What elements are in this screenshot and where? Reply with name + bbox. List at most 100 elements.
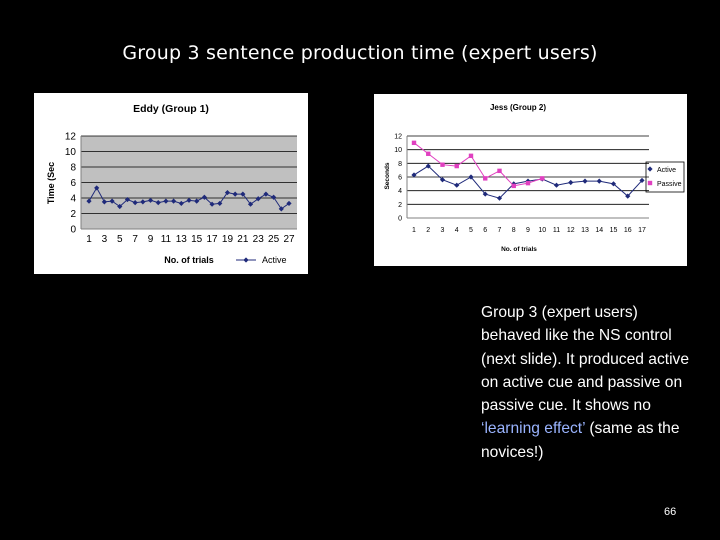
x-tick-label: 7	[498, 227, 502, 234]
legend-label: Passive	[657, 181, 682, 188]
data-point	[411, 140, 417, 146]
data-point	[568, 179, 574, 186]
data-point	[132, 200, 138, 206]
data-point	[240, 191, 246, 197]
legend-label: Active	[657, 167, 676, 174]
x-axis-label: No. of trials	[164, 255, 214, 265]
legend-label: Active	[262, 255, 287, 265]
data-point	[496, 195, 503, 201]
x-tick-label: 3	[441, 227, 445, 234]
body-text-main: Group 3 (expert users) behaved like the …	[481, 304, 690, 415]
x-tick-label: 4	[455, 227, 459, 234]
legend-marker	[243, 257, 249, 263]
chart-title: Eddy (Group 1)	[133, 103, 209, 115]
data-point	[194, 198, 200, 204]
eddy-chart: 0 2 4 6 8 10 12 1 3 5 7 9 11 13 15 17 19 21 23 25 27 Eddy (Gr…	[34, 93, 308, 274]
jess-chart: 0 2 4 6 8 10 12 1 2 3 4 5 6 7 8 9 10 11 12 13 14 15 16 17 Jess (…	[374, 94, 687, 266]
x-tick-label: 5	[469, 227, 473, 234]
legend-marker	[647, 166, 653, 172]
page-number: 66	[664, 506, 677, 518]
data-point	[217, 200, 223, 207]
x-tick-label: 21	[237, 234, 249, 245]
series-line	[413, 142, 543, 187]
data-point	[540, 176, 545, 181]
data-point	[286, 200, 292, 207]
data-point	[411, 172, 417, 178]
x-tick-label: 3	[102, 234, 108, 245]
data-point	[483, 176, 488, 181]
data-point	[482, 191, 488, 197]
data-point	[525, 180, 531, 186]
x-tick-label: 7	[132, 234, 138, 245]
data-point	[468, 174, 474, 180]
data-point	[86, 198, 92, 204]
data-point	[596, 178, 602, 184]
data-point	[147, 197, 154, 203]
x-tick-label: 2	[426, 227, 430, 234]
data-point	[101, 199, 107, 205]
y-tick-label: 12	[65, 132, 77, 143]
data-point	[209, 201, 215, 207]
data-point	[625, 193, 631, 199]
y-tick-label: 4	[70, 194, 76, 205]
y-tick-label: 2	[70, 209, 76, 220]
data-point	[553, 182, 560, 188]
x-tick-label: 25	[268, 234, 280, 245]
data-point	[140, 199, 146, 205]
data-point	[610, 181, 617, 187]
x-tick-label: 13	[581, 227, 589, 234]
x-tick-label: 13	[176, 234, 188, 245]
data-point	[425, 163, 431, 169]
y-tick-label: 10	[394, 147, 402, 154]
y-axis-label: Time (Sec	[46, 162, 56, 204]
data-point	[468, 153, 474, 159]
slide-title: Group 3 sentence production time (expert…	[122, 42, 598, 64]
x-tick-label: 23	[253, 234, 265, 245]
y-tick-label: 2	[398, 202, 402, 209]
x-tick-label: 14	[595, 227, 603, 234]
x-tick-label: 11	[161, 234, 172, 245]
data-point	[454, 182, 460, 188]
y-tick-label: 0	[70, 225, 76, 236]
x-tick-label: 9	[148, 234, 154, 245]
data-point	[109, 198, 115, 204]
x-tick-label: 11	[553, 227, 560, 234]
y-tick-label: 8	[398, 161, 402, 168]
data-point	[201, 194, 207, 200]
data-point	[178, 200, 184, 207]
y-axis-label: Seconds	[384, 162, 391, 189]
y-tick-label: 6	[70, 178, 76, 189]
data-point	[511, 183, 516, 189]
data-point	[278, 206, 284, 212]
x-tick-label: 8	[512, 227, 516, 234]
x-tick-label: 9	[526, 227, 530, 234]
data-point	[639, 177, 645, 184]
data-point	[224, 189, 231, 196]
y-tick-label: 10	[65, 147, 77, 158]
x-axis-label: No. of trials	[501, 246, 537, 253]
data-point	[155, 200, 161, 206]
data-point	[454, 163, 459, 169]
x-tick-label: 5	[117, 234, 123, 245]
x-tick-label: 15	[191, 234, 203, 245]
x-tick-label: 27	[283, 234, 295, 245]
data-point	[582, 178, 588, 184]
y-tick-label: 12	[394, 133, 402, 140]
x-tick-label: 12	[567, 227, 575, 234]
x-tick-label: 1	[412, 227, 416, 234]
y-tick-label: 4	[398, 188, 402, 195]
data-point	[255, 196, 261, 202]
x-tick-label: 1	[86, 234, 92, 245]
x-tick-label: 16	[624, 227, 632, 234]
data-point	[440, 162, 445, 167]
body-text: Group 3 (expert users) behaved like the …	[481, 301, 691, 464]
body-text-tail: (same as the novices!)	[481, 420, 680, 461]
x-tick-label: 6	[483, 227, 487, 234]
legend-marker	[647, 180, 653, 186]
y-tick-label: 6	[398, 174, 402, 181]
data-point	[117, 203, 123, 210]
y-tick-label: 0	[398, 215, 402, 222]
